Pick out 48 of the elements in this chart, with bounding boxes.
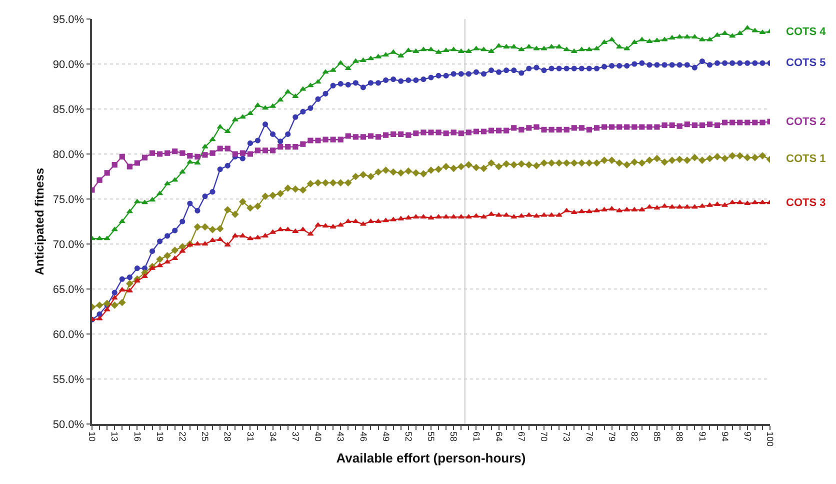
x-tick-label: 31 (245, 432, 256, 442)
x-tick-label: 40 (313, 432, 324, 442)
x-tick-label: 82 (629, 432, 640, 442)
x-tick-label: 79 (606, 432, 617, 442)
y-tick-label: 90.0% (52, 58, 84, 71)
x-tick-label: 22 (177, 432, 188, 442)
x-tick-label: 34 (268, 432, 278, 442)
x-tick-label: 52 (403, 432, 414, 442)
x-tick-label: 58 (448, 432, 459, 442)
x-tick-label: 55 (426, 432, 436, 442)
series-label: COTS 5 (786, 57, 826, 69)
x-tick-label: 73 (562, 432, 572, 442)
x-tick-label: 25 (200, 432, 210, 442)
x-tick-label: 46 (358, 432, 368, 442)
x-tick-label: 10 (87, 432, 98, 442)
series-label: COTS 4 (786, 26, 827, 38)
x-tick-label: 37 (290, 432, 300, 442)
x-tick-label: 49 (380, 432, 391, 442)
y-tick-label: 65.0% (52, 284, 84, 296)
x-tick-label: 13 (110, 432, 120, 442)
y-tick-label: 75.0% (52, 194, 84, 206)
x-tick-label: 19 (154, 432, 165, 442)
y-tick-label: 70.0% (52, 238, 84, 251)
x-tick-label: 97 (742, 432, 752, 442)
x-tick-label: 91 (697, 432, 708, 442)
x-tick-label: 100 (765, 432, 776, 447)
x-tick-label: 76 (584, 432, 594, 442)
x-tick-label: 85 (652, 432, 662, 442)
x-tick-label: 70 (539, 432, 550, 442)
x-tick-label: 64 (494, 432, 504, 442)
series-label: COTS 2 (786, 116, 826, 128)
x-tick-label: 28 (222, 432, 233, 442)
series-label: COTS 1 (786, 153, 826, 165)
x-tick-label: 88 (674, 432, 685, 442)
x-tick-label: 94 (720, 432, 730, 442)
y-tick-label: 95.0% (52, 14, 84, 26)
series-label: COTS 3 (786, 197, 826, 209)
x-tick-label: 16 (132, 432, 142, 442)
y-tick-label: 55.0% (52, 374, 84, 386)
y-tick-label: 85.0% (52, 104, 84, 116)
y-tick-label: 60.0% (52, 328, 84, 341)
x-axis-title: Available effort (person-hours) (336, 450, 526, 466)
x-tick-label: 43 (336, 432, 346, 442)
x-tick-label: 67 (516, 432, 526, 442)
y-tick-label: 80.0% (52, 148, 84, 161)
y-axis-title: Anticipated fitness (32, 168, 47, 276)
y-tick-label: 50.0% (52, 418, 84, 431)
x-tick-label: 61 (471, 432, 482, 442)
